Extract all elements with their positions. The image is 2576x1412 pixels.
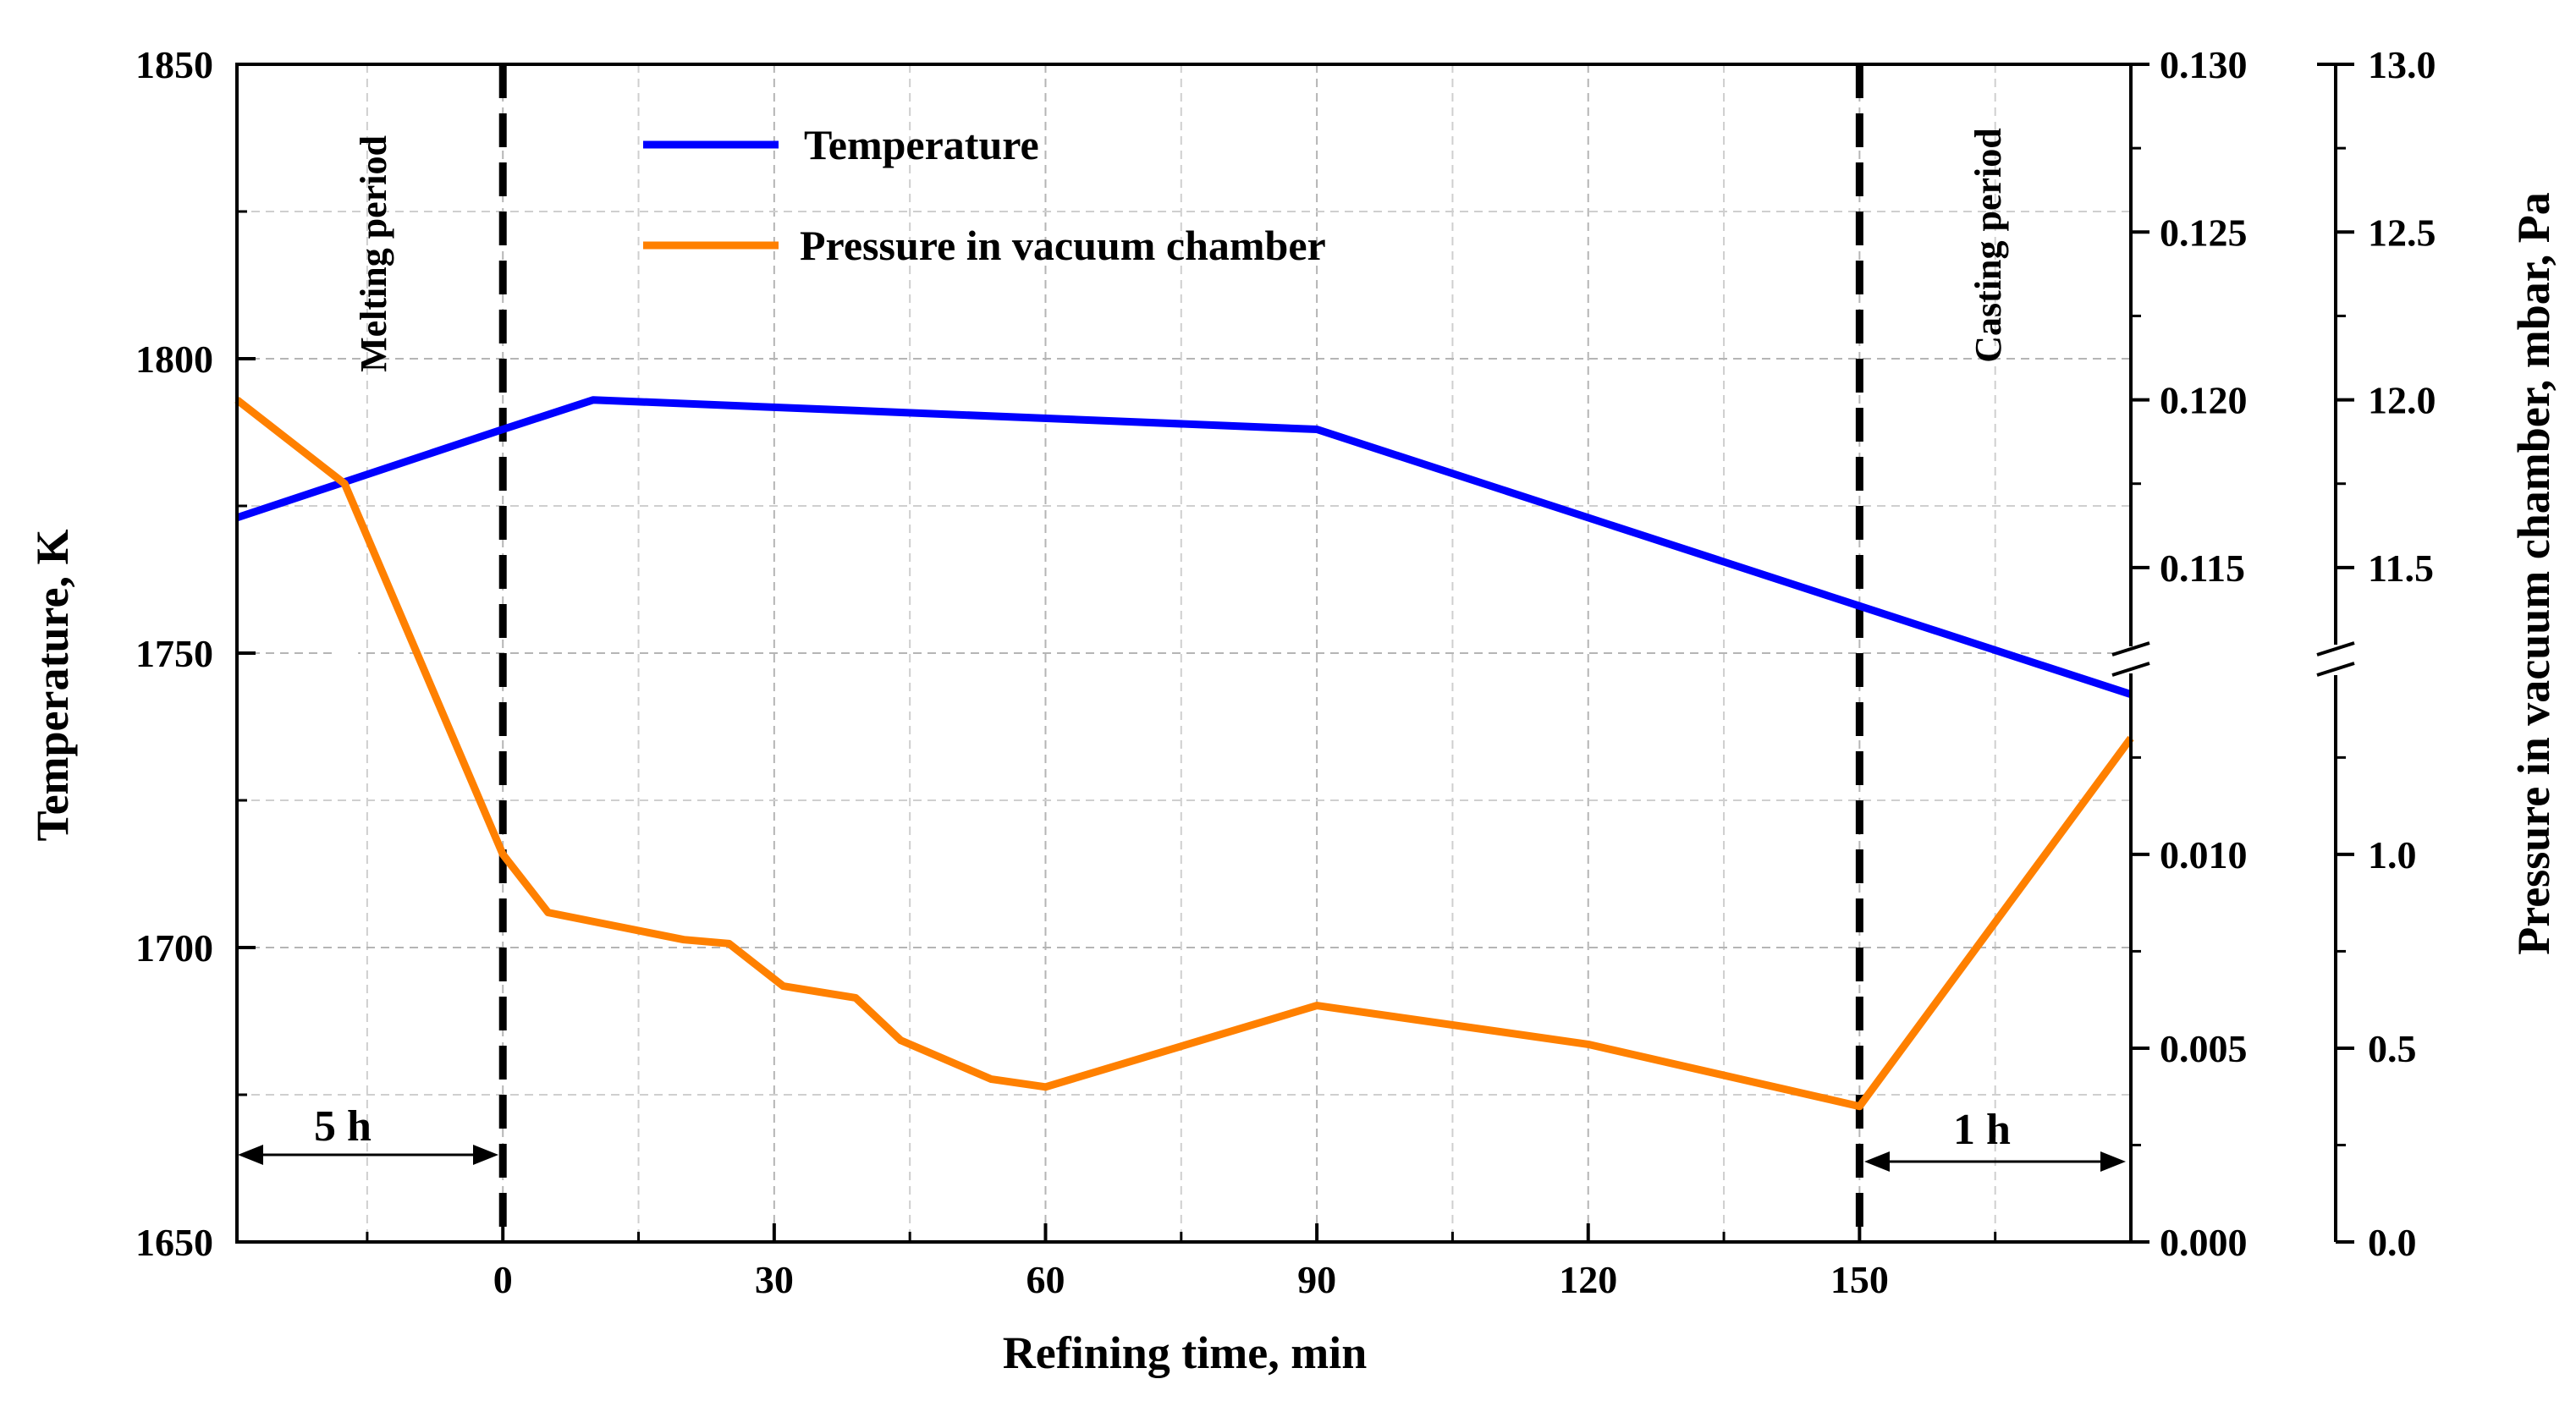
melting-period-label: Melting period — [353, 135, 394, 372]
axis-break-slash — [2316, 641, 2355, 657]
y-right-pa-tick-label: 12.0 — [2368, 379, 2436, 422]
series-layer — [234, 396, 2134, 1111]
y-right-mbar-tick-label: 0.130 — [2160, 43, 2248, 86]
y-left-tick-label: 1700 — [135, 926, 213, 970]
axis-break-slash — [2111, 641, 2150, 657]
y-right-mbar-tick-label: 0.115 — [2160, 547, 2245, 590]
left-span-label: 5 h — [314, 1102, 372, 1151]
legend: Temperature Pressure in vacuum chamber — [643, 121, 1326, 269]
right-span-arrow-head-left — [1864, 1151, 1890, 1172]
axes — [235, 63, 2355, 1244]
x-tick-label: 30 — [755, 1258, 794, 1301]
y-right-mbar-tick-label: 0.120 — [2160, 379, 2248, 422]
series-line-pressure-in-vacuum-chamber — [234, 397, 2134, 1111]
left-span-arrow-head-right — [473, 1145, 498, 1165]
y-right-mbar-tick-label: 0.125 — [2160, 211, 2248, 254]
y-right-pa-tick-label: 0.5 — [2368, 1027, 2417, 1070]
x-tick-label: 120 — [1559, 1258, 1617, 1301]
left-span-arrow-head-left — [238, 1145, 263, 1165]
y-right-pa-tick-label: 1.0 — [2368, 833, 2417, 876]
y-left-tick-label: 1850 — [135, 43, 213, 86]
y-right-pa-tick-label: 0.0 — [2368, 1221, 2417, 1264]
y-right-pa-tick-label: 12.5 — [2368, 211, 2436, 254]
y-right-mbar-tick-label: 0.010 — [2160, 833, 2248, 876]
axis-break-slash — [2111, 662, 2150, 677]
x-axis-title: Refining time, min — [1003, 1327, 1367, 1378]
y-right-mbar-tick-label: 0.005 — [2160, 1027, 2248, 1070]
y-axis-right-title: Pressure in vacuum chamber, mbar, Pa — [2508, 192, 2559, 955]
y-axis-left-title: Temperature, K — [27, 530, 78, 842]
y-left-tick-label: 1750 — [135, 632, 213, 675]
right-span-arrow-head-right — [2100, 1151, 2126, 1172]
legend-pressure-label: Pressure in vacuum chamber — [800, 222, 1326, 269]
x-tick-label: 150 — [1830, 1258, 1889, 1301]
y-right-pa-tick-label: 11.5 — [2368, 547, 2434, 590]
legend-temperature-label: Temperature — [804, 121, 1039, 168]
axis-break-slash — [2316, 662, 2355, 677]
tick-labels: 0 30 60 90 120 150 1650 1700 1750 1800 1850 0.115 0.… — [135, 43, 2436, 1301]
pressure-break-gap — [334, 628, 359, 658]
y-left-tick-label: 1650 — [135, 1221, 213, 1264]
y-left-tick-label: 1800 — [135, 338, 213, 381]
y-right-pa-tick-label: 13.0 — [2368, 43, 2436, 86]
x-tick-label: 0 — [493, 1258, 513, 1301]
x-tick-label: 90 — [1297, 1258, 1336, 1301]
right-span-label: 1 h — [1953, 1106, 2011, 1154]
y-right-mbar-tick-label: 0.000 — [2160, 1221, 2248, 1264]
period-dividers — [498, 64, 1863, 1242]
x-tick-label: 60 — [1026, 1258, 1065, 1301]
span-annotations: 5 h 1 h — [238, 1102, 2126, 1172]
casting-period-label: Casting period — [1968, 128, 2009, 362]
series-line-temperature — [235, 396, 2133, 698]
